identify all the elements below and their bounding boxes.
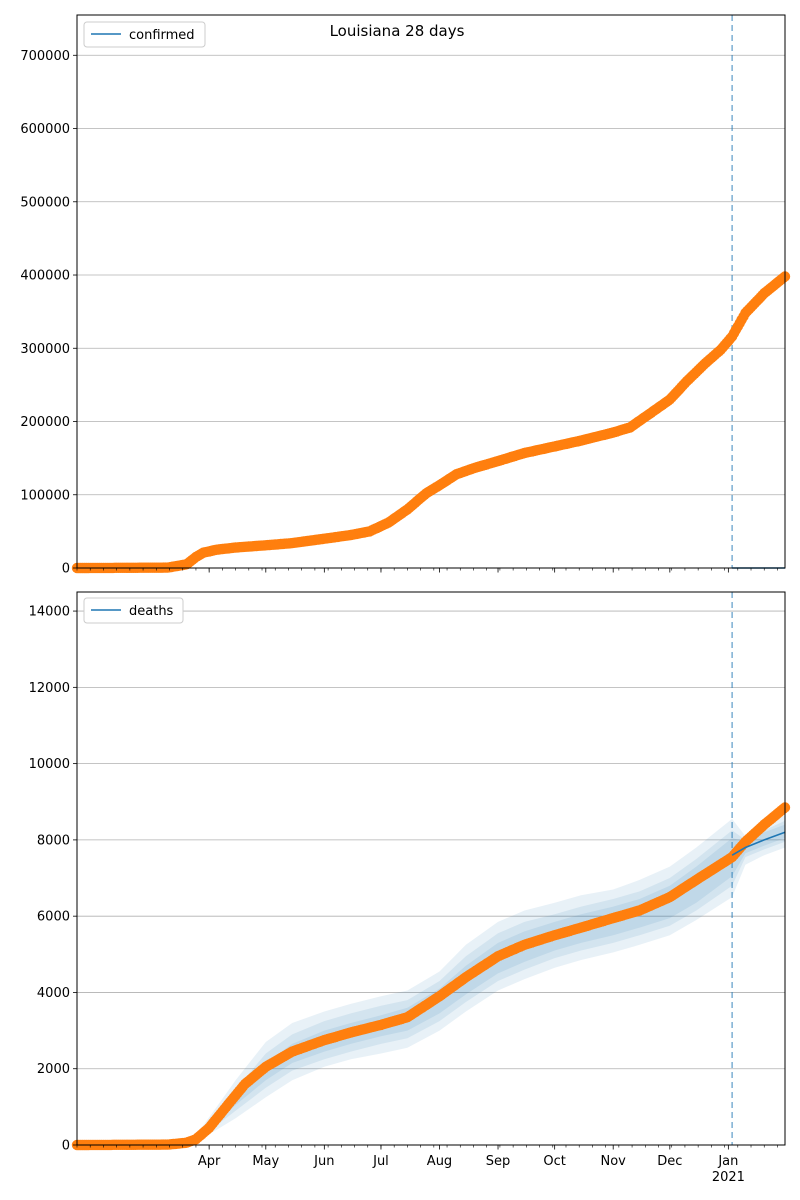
deaths-model-line <box>731 831 786 856</box>
confirmed-legend: confirmed <box>83 21 206 48</box>
deaths-y-ticks: 0 2000 4000 6000 8000 10000 12000 14000 <box>29 605 77 1154</box>
x-tick-label: Jul <box>372 1154 389 1169</box>
deaths-y-tick-label: 10000 <box>29 757 70 772</box>
deaths-y-tick-label: 12000 <box>29 681 70 696</box>
confirmed-y-tick-label: 300000 <box>20 342 70 357</box>
confirmed-panel: 0 100000 200000 300000 400000 500000 600000 700… <box>20 14 791 577</box>
deaths-bands <box>195 815 785 1142</box>
confirmed-y-tick-label: 100000 <box>20 488 70 503</box>
x-tick-label: Apr <box>198 1154 221 1169</box>
x-tick-label: Nov <box>601 1154 627 1169</box>
chart-title: Louisiana 28 days <box>330 22 465 40</box>
deaths-model-series <box>731 831 786 856</box>
confirmed-y-tick-label: 500000 <box>20 195 70 210</box>
deaths-y-tick-label: 4000 <box>37 986 70 1001</box>
confirmed-y-tick-label: 600000 <box>20 122 70 137</box>
deaths-gridlines <box>77 610 785 1070</box>
confirmed-y-ticks: 0 100000 200000 300000 400000 500000 600000 700… <box>20 49 77 577</box>
x-tick-label: Dec <box>657 1154 682 1169</box>
confirmed-y-tick-label: 200000 <box>20 415 70 430</box>
deaths-y-tick-label: 6000 <box>37 910 70 925</box>
deaths-y-tick-label: 8000 <box>37 833 70 848</box>
confirmed-y-tick-label: 400000 <box>20 269 70 284</box>
deaths-band <box>195 820 785 1141</box>
deaths-y-tick-label: 0 <box>62 1139 70 1154</box>
deaths-y-tick-label: 14000 <box>29 605 70 620</box>
deaths-band <box>195 824 785 1140</box>
confirmed-legend-label: confirmed <box>129 28 195 43</box>
x-tick-label: Aug <box>427 1154 452 1169</box>
deaths-plot-frame <box>76 591 786 1146</box>
x-tick-label: May <box>252 1154 279 1169</box>
confirmed-y-tick-label: 700000 <box>20 49 70 64</box>
x-tick-label: Jan <box>717 1154 738 1169</box>
x-tick-label: Sep <box>486 1154 511 1169</box>
deaths-observed-series <box>71 802 791 1151</box>
confirmed-gridlines <box>77 54 785 496</box>
deaths-legend: deaths <box>83 597 184 624</box>
deaths-band <box>195 815 785 1142</box>
confirmed-observed-series <box>71 271 791 574</box>
confirmed-plot-frame <box>76 14 786 569</box>
deaths-y-tick-label: 2000 <box>37 1062 70 1077</box>
deaths-panel: 0 2000 4000 6000 8000 10000 12000 14000 Apr May J… <box>29 591 791 1185</box>
confirmed-y-tick-label: 0 <box>62 562 70 577</box>
deaths-legend-label: deaths <box>129 604 174 619</box>
x-year-label: 2021 <box>712 1170 745 1185</box>
confirmed-legend-box <box>83 21 206 48</box>
x-tick-label: Jun <box>313 1154 334 1169</box>
deaths-legend-box <box>83 597 184 624</box>
confirmed-x-ticks <box>76 568 778 573</box>
x-tick-label: Oct <box>543 1154 565 1169</box>
